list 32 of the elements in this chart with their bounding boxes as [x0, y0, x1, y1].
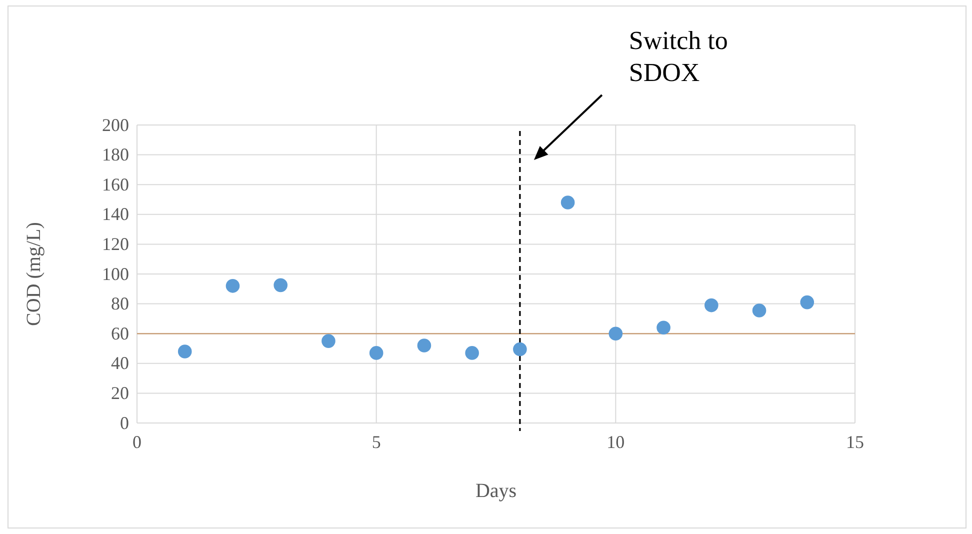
y-tick-label: 60 [111, 323, 129, 344]
point [178, 344, 192, 358]
y-tick-label: 200 [102, 114, 129, 135]
y-tick-label: 0 [120, 412, 129, 433]
point [369, 346, 384, 360]
point [704, 298, 718, 312]
point [226, 279, 240, 293]
point [513, 342, 527, 356]
point [560, 196, 575, 210]
y-tick-label: 40 [111, 353, 129, 374]
point [465, 346, 479, 360]
point [752, 304, 766, 318]
ref-line-label: Switch to SDOX [628, 26, 728, 87]
y-tick-label: 160 [102, 174, 129, 194]
point [322, 334, 336, 348]
x-tick-label: 15 [846, 432, 864, 452]
y-tick-label: 100 [102, 264, 129, 284]
point [417, 338, 432, 352]
y-axis-title: COD (mg/L) [23, 222, 45, 326]
y-tick-label: 120 [102, 234, 129, 254]
x-tick-label: 0 [132, 432, 142, 452]
point [656, 320, 670, 335]
x-tick-label: 10 [606, 432, 625, 452]
point [608, 326, 623, 340]
point [800, 295, 814, 310]
point [274, 278, 288, 292]
y-tick-label: 80 [111, 294, 129, 314]
x-axis-title: Days [475, 480, 517, 502]
y-tick-label: 180 [102, 144, 129, 165]
y-tick-label: 140 [102, 204, 129, 224]
x-tick-label: 5 [372, 432, 381, 452]
y-tick-label: 20 [111, 382, 129, 403]
